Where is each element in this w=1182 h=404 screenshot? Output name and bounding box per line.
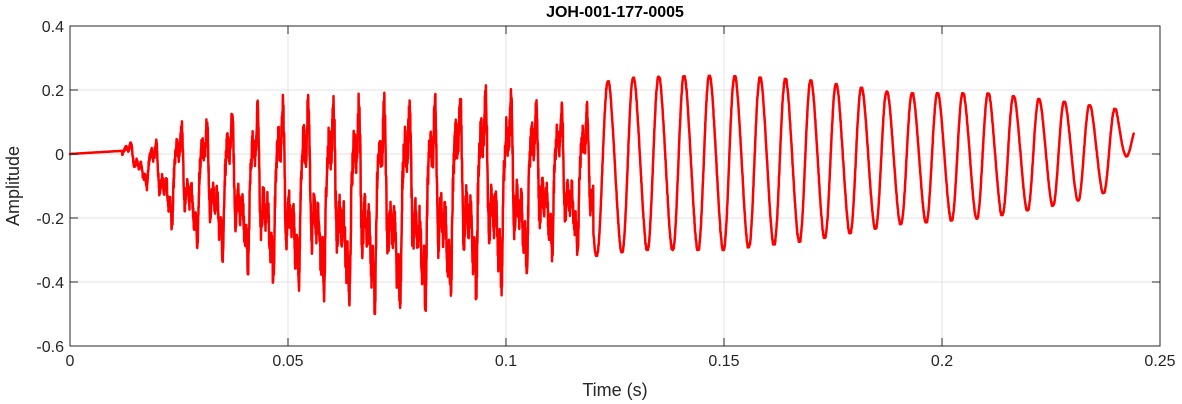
- x-tick-label: 0.05: [272, 353, 303, 370]
- waveform-series-line: [68, 74, 1135, 316]
- y-tick-label: 0.4: [42, 19, 64, 36]
- x-tick-label: 0.2: [931, 353, 953, 370]
- x-tick-label: 0.25: [1144, 353, 1175, 370]
- y-tick-label: -0.6: [36, 339, 64, 356]
- y-tick-label: -0.2: [36, 211, 64, 228]
- x-tick-labels: 0 0.05 0.1 0.15 0.2 0.25: [66, 353, 1176, 370]
- axes-box: [69, 25, 1161, 347]
- x-tick-label: 0.1: [495, 353, 517, 370]
- y-tick-labels: -0.6 -0.4 -0.2 0 0.2 0.4: [36, 19, 64, 356]
- y-axis-label: Amplitude: [3, 146, 23, 226]
- x-axis-label: Time (s): [582, 380, 647, 400]
- chart-title: JOH-001-177-0005: [546, 4, 684, 21]
- y-tick-label: -0.4: [36, 275, 64, 292]
- y-tick-label: 0: [55, 147, 64, 164]
- x-tick-label: 0: [66, 353, 75, 370]
- axis-ticks: [69, 25, 1161, 347]
- series-layer: [68, 74, 1135, 316]
- y-tick-label: 0.2: [42, 83, 64, 100]
- x-tick-label: 0.15: [708, 353, 739, 370]
